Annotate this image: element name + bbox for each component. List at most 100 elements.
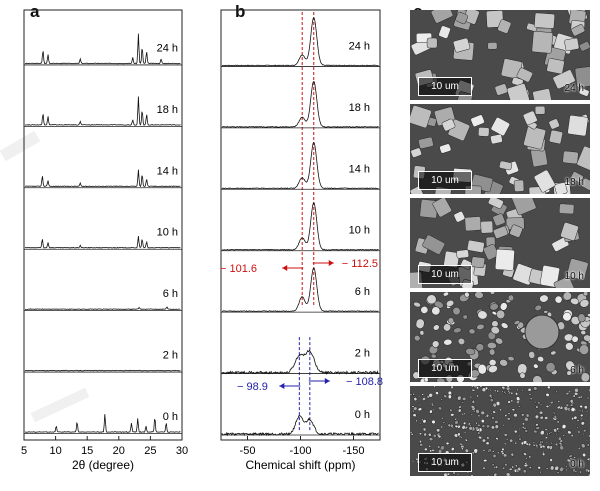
sem-crystal: [463, 421, 467, 425]
sem-crystal: [433, 386, 436, 388]
sem-crystal: [494, 248, 515, 271]
sem-crystal: [549, 458, 553, 462]
sem-crystal: [558, 441, 562, 445]
sem-crystal: [534, 12, 556, 29]
sem-crystal: [494, 424, 499, 429]
sem-crystal: [478, 127, 490, 137]
sem-crystal: [510, 198, 537, 216]
sem-crystal: [507, 389, 511, 393]
sem-crystal: [545, 405, 550, 408]
sem-crystal: [566, 370, 572, 376]
sem-crystal: [565, 342, 574, 351]
sem-crystal: [562, 312, 572, 322]
sem-crystal: [544, 416, 549, 420]
sem-crystal: [423, 432, 427, 437]
sem-crystal: [410, 433, 414, 436]
sem-crystal: [450, 447, 455, 452]
sem-crystal: [583, 334, 590, 342]
sem-crystal: [490, 117, 510, 136]
sem-crystal: [493, 472, 498, 476]
sem-crystal: [535, 423, 539, 427]
sem-crystal: [412, 392, 415, 396]
sem-crystal: [457, 432, 461, 437]
sem-crystal: [568, 454, 573, 458]
sem-crystal: [480, 419, 485, 423]
sem-crystal: [494, 420, 499, 424]
sem-crystal: [418, 432, 422, 436]
sem-crystal: [580, 421, 585, 426]
sem-crystal: [532, 443, 536, 447]
sem-crystal: [557, 430, 561, 433]
sem-crystal: [461, 447, 464, 450]
sem-crystal: [436, 428, 441, 433]
x-tick-label: 15: [81, 445, 93, 457]
sem-crystal: [467, 422, 471, 426]
sem-crystal: [418, 403, 421, 406]
sem-crystal: [523, 110, 538, 126]
sem-crystal: [495, 401, 501, 406]
sem-crystal: [477, 414, 481, 417]
sem-crystal: [509, 224, 523, 238]
sem-crystal: [579, 405, 583, 408]
sem-crystal: [537, 356, 545, 363]
sem-crystal: [446, 472, 450, 476]
sem-crystal: [513, 413, 518, 418]
sem-crystal: [412, 413, 417, 417]
series-line: [24, 96, 181, 126]
sem-crystal: [447, 390, 452, 396]
sem-crystal: [530, 397, 533, 400]
sem-crystal: [465, 348, 476, 356]
sem-crystal: [440, 437, 443, 440]
sem-crystal: [499, 408, 502, 411]
sem-crystal: [586, 396, 590, 400]
sem-crystal: [421, 393, 425, 396]
sem-crystal: [555, 390, 558, 393]
sem-crystal: [486, 10, 504, 28]
sem-crystal: [471, 400, 475, 404]
sem-crystal: [539, 470, 542, 474]
sem-crystal: [521, 389, 524, 392]
sem-crystal: [447, 394, 452, 399]
sem-crystal: [549, 401, 554, 405]
sem-crystal: [564, 37, 580, 52]
sem-crystal: [537, 466, 541, 470]
sem-crystal: [510, 391, 514, 395]
sem-crystal: [570, 407, 576, 412]
sem-crystal: [582, 433, 585, 435]
series-line: [221, 414, 379, 437]
sem-crystal: [413, 397, 418, 401]
sem-crystal: [410, 431, 413, 434]
sem-crystal: [546, 433, 549, 436]
sem-crystal: [420, 306, 429, 314]
sem-crystal: [577, 447, 581, 450]
sem-crystal: [506, 83, 530, 100]
sem-image: 10 um 24 h: [410, 10, 590, 100]
sem-crystal: [567, 430, 572, 435]
sem-crystal: [573, 415, 578, 420]
sem-crystal: [503, 433, 508, 437]
sem-crystal: [571, 417, 575, 421]
sem-crystal: [456, 249, 470, 259]
sem-crystal: [546, 58, 565, 75]
sem-crystal: [449, 408, 453, 412]
sem-crystal: [487, 474, 490, 476]
sem-crystal: [561, 424, 567, 429]
sem-time-label: 6 h: [570, 365, 584, 376]
sem-crystal: [528, 351, 536, 359]
sem-crystal: [505, 438, 509, 441]
sem-crystal: [544, 436, 548, 439]
sem-time-label: 0 h: [570, 459, 584, 470]
series-label: 14 h: [157, 165, 178, 177]
sem-crystal: [419, 423, 422, 425]
sem-crystal: [461, 396, 467, 401]
sem-crystal: [574, 388, 579, 393]
sem-crystal: [475, 409, 480, 414]
sem-crystal: [511, 465, 515, 469]
sem-crystal: [415, 318, 425, 329]
sem-crystal: [501, 466, 506, 470]
sem-crystal: [489, 292, 496, 295]
sem-crystal: [487, 450, 490, 453]
sem-micrograph: [410, 10, 590, 100]
sem-crystal: [477, 431, 481, 435]
sem-crystal: [428, 437, 434, 441]
